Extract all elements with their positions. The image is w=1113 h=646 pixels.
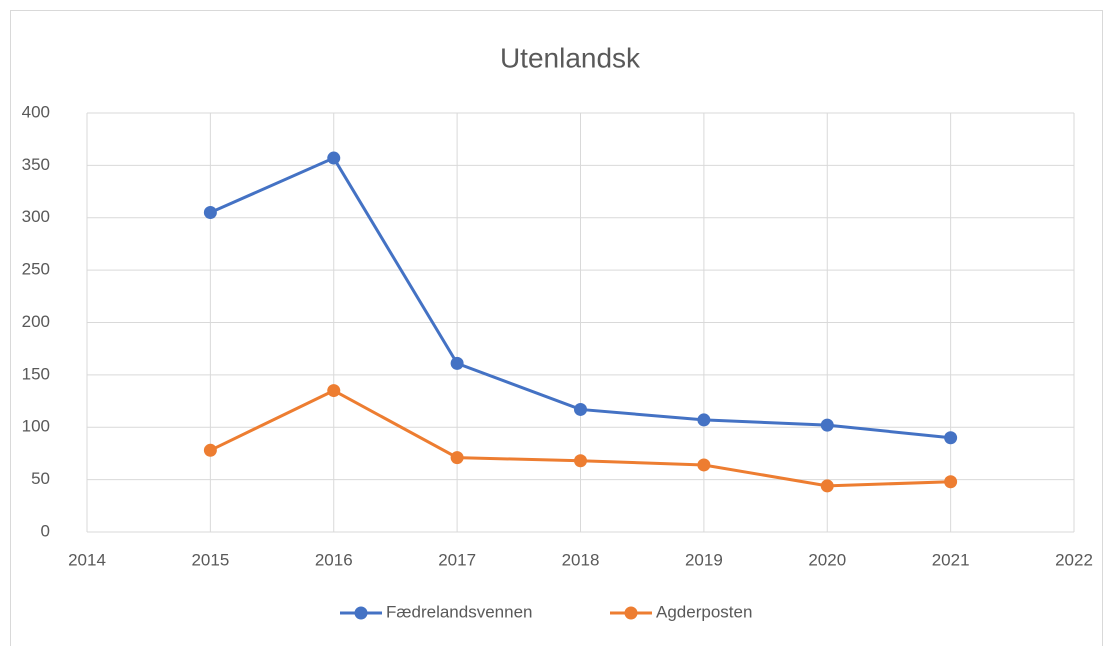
x-tick-label: 2019 — [685, 550, 723, 569]
x-tick-label: 2014 — [68, 550, 106, 569]
data-point — [203, 443, 217, 457]
data-point — [450, 451, 464, 465]
data-point — [574, 402, 587, 416]
legend-label: Fædrelandsvennen — [386, 602, 532, 621]
y-tick-label: 50 — [31, 469, 50, 488]
x-tick-label: 2016 — [315, 550, 353, 569]
y-tick-label: 250 — [22, 260, 50, 279]
data-point — [574, 454, 587, 468]
x-tick-label: 2017 — [438, 550, 476, 569]
data-point — [327, 151, 341, 165]
y-tick-label: 0 — [41, 521, 50, 540]
data-point — [944, 475, 958, 489]
data-point — [820, 479, 834, 493]
y-tick-label: 200 — [22, 312, 50, 331]
data-point — [327, 384, 341, 398]
x-tick-label: 2022 — [1055, 550, 1093, 569]
chart-title: Utenlandsk — [500, 42, 641, 73]
x-tick-label: 2015 — [191, 550, 229, 569]
x-tick-label: 2020 — [808, 550, 846, 569]
data-point — [944, 431, 958, 445]
x-tick-label: 2018 — [562, 550, 600, 569]
y-tick-label: 300 — [22, 207, 50, 226]
chart-border — [10, 10, 1103, 646]
y-tick-label: 400 — [22, 102, 50, 121]
y-tick-label: 100 — [22, 417, 50, 436]
legend-label: Agderposten — [656, 602, 752, 621]
x-tick-label: 2021 — [932, 550, 970, 569]
data-point — [697, 413, 711, 427]
data-point — [450, 356, 464, 370]
legend-marker — [354, 606, 368, 620]
data-point — [697, 458, 711, 472]
data-point — [203, 206, 217, 220]
data-point — [820, 418, 834, 432]
y-tick-label: 150 — [22, 364, 50, 383]
y-tick-label: 350 — [22, 155, 50, 174]
legend-marker — [624, 606, 638, 620]
